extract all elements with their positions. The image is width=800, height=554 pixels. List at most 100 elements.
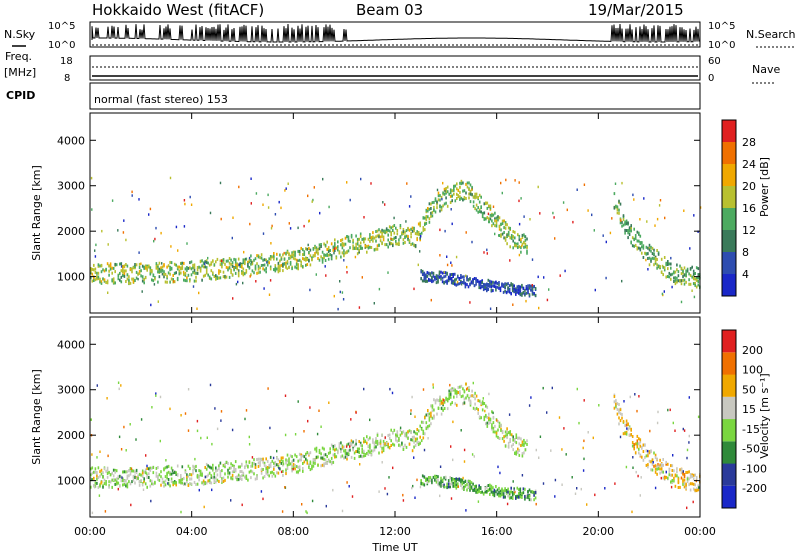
data-cell [516, 486, 519, 490]
noise-cell [509, 259, 511, 262]
noise-cell [492, 205, 495, 208]
y-tick-label: 2000 [57, 225, 85, 238]
data-cell [318, 247, 321, 251]
noise-cell [535, 502, 537, 506]
data-cell [285, 470, 287, 474]
data-cell [193, 263, 196, 267]
noise-cell [287, 182, 289, 185]
data-cell [474, 402, 476, 406]
noise-cell [203, 505, 205, 509]
data-cell [208, 275, 211, 279]
noise-cell [564, 269, 566, 273]
data-cell [688, 282, 690, 286]
data-cell [114, 470, 116, 474]
data-cell [279, 467, 281, 471]
data-cell [205, 475, 208, 479]
data-cell [222, 258, 225, 262]
data-cell [271, 255, 274, 259]
data-cell [119, 271, 121, 275]
noise-cell [465, 509, 467, 512]
data-cell [259, 461, 261, 464]
data-cell [685, 269, 687, 273]
data-cell [410, 235, 412, 239]
data-cell [431, 405, 434, 409]
data-cell [621, 224, 623, 228]
noise-cell [237, 280, 239, 284]
noise-cell [316, 432, 319, 436]
data-cell [298, 452, 301, 456]
data-cell [428, 217, 431, 221]
data-cell [627, 229, 629, 232]
data-cell [312, 461, 315, 465]
data-cell [298, 258, 301, 262]
data-cell [525, 291, 528, 295]
data-cell [657, 252, 660, 256]
data-cell [292, 458, 295, 462]
data-cell [314, 254, 316, 258]
noise-cell [498, 228, 501, 231]
data-cell [172, 481, 174, 484]
data-cell [367, 246, 370, 250]
data-cell [219, 461, 222, 465]
data-cell [384, 231, 386, 235]
data-cell [518, 488, 520, 492]
noise-cell [241, 503, 243, 507]
data-cell [417, 222, 420, 226]
data-cell [120, 269, 123, 273]
data-cell [469, 183, 472, 187]
data-cell [317, 257, 319, 260]
data-cell [654, 470, 657, 474]
data-cell [222, 480, 225, 483]
data-cell [97, 277, 100, 281]
noise-cell [699, 206, 702, 209]
data-cell [524, 448, 527, 452]
noise-cell [354, 255, 357, 259]
data-cell [369, 443, 371, 447]
data-cell [431, 201, 434, 205]
data-cell [239, 475, 241, 479]
data-cell [527, 494, 529, 498]
colorbar-tick-label: 100 [742, 364, 763, 377]
data-cell [416, 238, 418, 242]
data-cell [682, 480, 684, 484]
data-cell [279, 253, 281, 257]
data-cell [512, 435, 514, 439]
data-cell [642, 244, 645, 248]
data-cell [93, 470, 95, 474]
data-cell [254, 477, 257, 481]
data-cell [694, 272, 696, 275]
data-cell [90, 485, 92, 489]
data-cell [346, 455, 348, 459]
colorbar-tick-label: 200 [742, 344, 763, 357]
data-cell [300, 246, 302, 250]
data-cell [490, 285, 493, 289]
data-cell [160, 475, 162, 479]
data-cell [295, 266, 298, 270]
data-cell [254, 463, 257, 467]
data-cell [210, 269, 213, 273]
data-cell [437, 274, 439, 278]
data-cell [381, 450, 383, 454]
data-cell [158, 275, 161, 279]
data-cell [370, 453, 373, 457]
data-cell [221, 265, 223, 269]
data-cell [511, 289, 514, 293]
data-cell [495, 221, 498, 225]
noise-cell [413, 287, 415, 291]
data-cell [140, 269, 142, 273]
data-cell [492, 213, 495, 217]
data-cell [495, 490, 497, 494]
data-cell [358, 447, 360, 451]
data-cell [154, 277, 156, 281]
data-cell [388, 437, 391, 440]
data-cell [469, 192, 472, 196]
data-cell [269, 455, 272, 459]
noise-cell [230, 499, 232, 502]
data-cell [431, 416, 434, 420]
data-cell [457, 194, 460, 198]
data-cell [499, 286, 502, 290]
data-cell [631, 435, 634, 438]
data-cell [673, 476, 675, 480]
noise-cell [399, 426, 402, 430]
data-cell [688, 470, 690, 474]
